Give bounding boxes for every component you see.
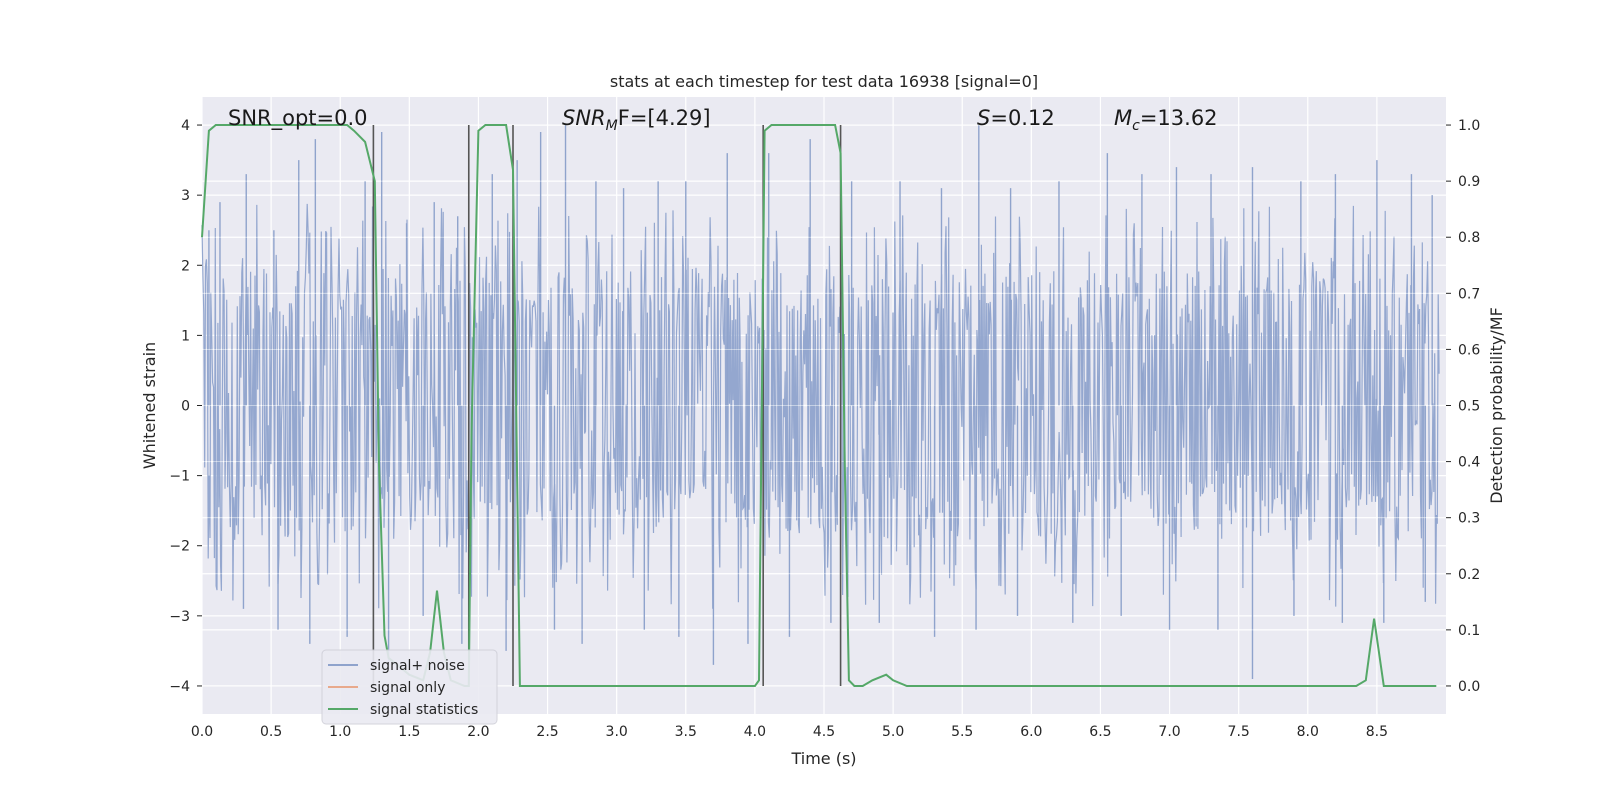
y-tick-label: −1: [169, 469, 190, 485]
x-tick-label: 1.0: [329, 724, 351, 740]
x-tick-label: 8.5: [1366, 724, 1388, 740]
x-tick-label: 4.5: [813, 724, 835, 740]
x-tick-label: 5.5: [951, 724, 973, 740]
annotation-text: SNR_opt=0.0: [228, 106, 368, 131]
x-tick-label: 7.5: [1228, 724, 1250, 740]
signal-plus-noise-line: [201, 203, 1440, 609]
signal-statistics-series: [201, 124, 1437, 687]
x-tick-label: 0.0: [191, 724, 213, 740]
y-tick-label: −3: [169, 609, 190, 625]
x-tick-label: 4.0: [744, 724, 766, 740]
y-axis-label: Whitened strain: [140, 342, 159, 469]
x-tick-label: 2.5: [536, 724, 558, 740]
legend-box: [321, 649, 498, 725]
legend-label: signal+ noise: [370, 658, 465, 674]
y-right-tick-label: 0.1: [1458, 623, 1480, 639]
y-tick-label: −2: [169, 539, 190, 555]
annotations: SNR_opt=0.0 SNRMF=[4.29] S=0.12 Mc=13.62: [228, 106, 1218, 134]
y-right-axis-ticks: 1.0 0.9 0.8 0.7 0.6 0.5 0.4 0.3 0.2 0.1 0.0: [1446, 118, 1480, 695]
y-tick-label: −4: [169, 679, 190, 695]
y-right-tick-label: 0.9: [1458, 174, 1480, 190]
x-tick-label: 5.0: [882, 724, 904, 740]
x-tick-label: 1.5: [398, 724, 420, 740]
x-tick-label: 6.5: [1089, 724, 1111, 740]
y-tick-label: 3: [181, 188, 190, 204]
y-right-tick-label: 0.8: [1458, 230, 1480, 246]
y-right-tick-label: 0.5: [1458, 399, 1480, 415]
y-right-tick-label: 0.2: [1458, 567, 1480, 583]
x-axis-label: Time (s): [790, 749, 856, 768]
y-right-tick-label: 0.6: [1458, 342, 1480, 358]
y-right-tick-label: 0.7: [1458, 286, 1480, 302]
x-axis-ticks: 0.0 0.5 1.0 1.5 2.0 2.5 3.0 3.5 4.0 4.5 5.0 5.5 6.0 6…: [191, 724, 1388, 740]
legend-label: signal statistics: [370, 702, 478, 718]
annotation-text: SNRMF=[4.29]: [562, 106, 711, 134]
y-right-tick-label: 0.0: [1458, 679, 1480, 695]
legend-label: signal only: [370, 680, 445, 696]
x-tick-label: 3.0: [606, 724, 628, 740]
x-tick-label: 6.0: [1020, 724, 1042, 740]
y-tick-label: 1: [181, 328, 190, 344]
x-tick-label: 7.0: [1158, 724, 1180, 740]
y-right-tick-label: 0.4: [1458, 455, 1480, 471]
signal-statistics-line: [201, 124, 1437, 687]
x-tick-label: 8.0: [1297, 724, 1319, 740]
y-tick-label: 4: [181, 118, 190, 134]
y-right-axis-label: Detection probability/MF: [1487, 307, 1506, 504]
annotation-text: S=0.12: [977, 106, 1055, 130]
x-tick-label: 0.5: [260, 724, 282, 740]
y-right-tick-label: 1.0: [1458, 118, 1480, 134]
y-axis-ticks: 4 3 2 1 0 −1 −2 −3 −4: [169, 118, 202, 695]
legend: signal+ noise signal only signal statistic…: [321, 649, 498, 725]
y-tick-label: 2: [181, 258, 190, 274]
y-right-tick-label: 0.3: [1458, 511, 1480, 527]
chart-title: stats at each timestep for test data 169…: [610, 72, 1038, 91]
x-tick-label: 2.0: [467, 724, 489, 740]
annotation-text: Mc=13.62: [1114, 106, 1218, 134]
y-tick-label: 0: [181, 399, 190, 415]
x-tick-label: 3.5: [675, 724, 697, 740]
